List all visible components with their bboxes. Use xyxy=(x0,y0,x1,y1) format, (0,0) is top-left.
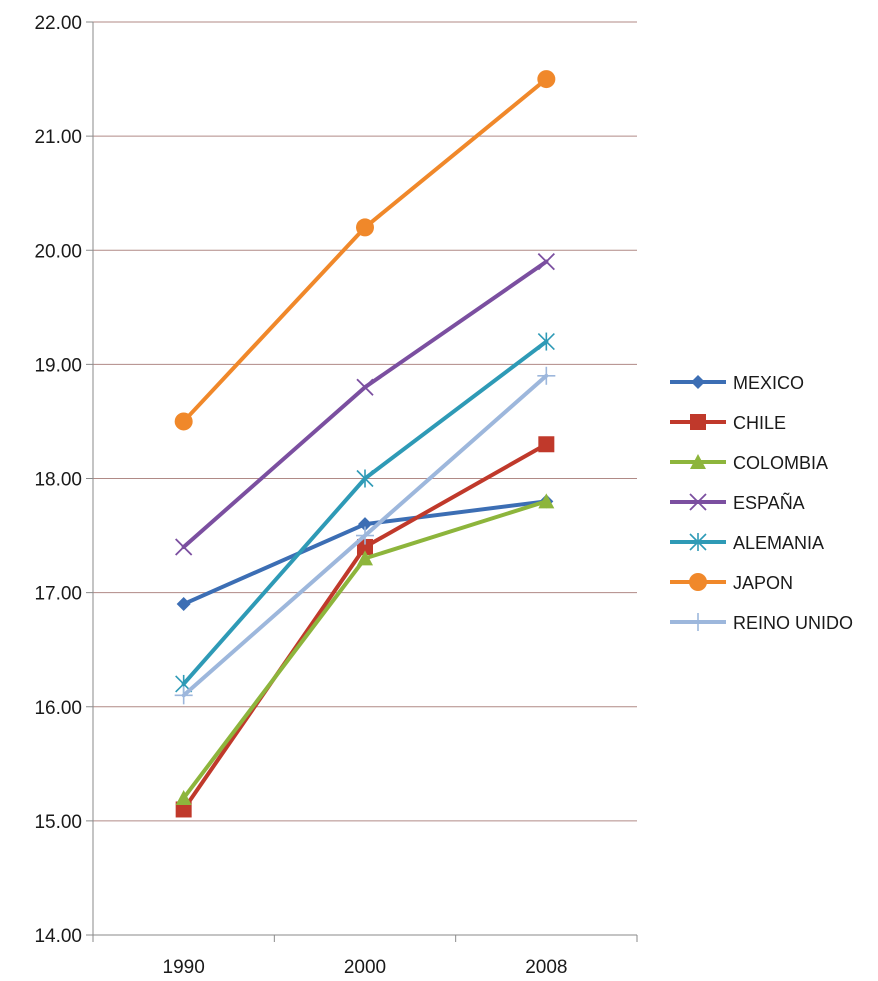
legend-item: JAPON xyxy=(670,573,793,593)
data-point xyxy=(177,597,191,611)
legend-item: COLOMBIA xyxy=(670,453,828,473)
y-tick-label: 20.00 xyxy=(34,241,82,262)
data-point xyxy=(357,379,373,395)
data-point xyxy=(538,436,554,452)
y-tick-label: 18.00 xyxy=(34,470,82,491)
y-tick-label: 19.00 xyxy=(34,355,82,376)
legend-marker xyxy=(689,573,707,591)
y-tick-label: 14.00 xyxy=(34,926,82,947)
legend-label: MEXICO xyxy=(733,373,804,393)
legend-marker xyxy=(689,613,707,631)
series-lines xyxy=(175,70,556,817)
legend-marker xyxy=(690,414,706,430)
series-line xyxy=(184,262,547,547)
y-tick-label: 17.00 xyxy=(34,584,82,605)
series-line xyxy=(184,342,547,684)
data-point xyxy=(176,539,192,555)
y-tick-label: 16.00 xyxy=(34,698,82,719)
legend-label: JAPON xyxy=(733,573,793,593)
legend-label: CHILE xyxy=(733,413,786,433)
legend-label: REINO UNIDO xyxy=(733,613,853,633)
series-españa xyxy=(176,254,555,555)
legend-item: MEXICO xyxy=(670,373,804,393)
legend-item: REINO UNIDO xyxy=(670,613,853,633)
legend-item: CHILE xyxy=(670,413,786,433)
x-tick-label: 1990 xyxy=(163,957,205,978)
legend-label: COLOMBIA xyxy=(733,453,828,473)
y-tick-label: 21.00 xyxy=(34,127,82,148)
data-point xyxy=(537,70,555,88)
y-tick-labels: 14.00 15.00 16.00 17.00 18.00 19.00 20.00 21.00… xyxy=(34,13,82,947)
legend-label: ESPAÑA xyxy=(733,492,805,513)
series-reino-unido xyxy=(175,367,556,705)
x-tick-label: 2000 xyxy=(344,957,386,978)
data-point xyxy=(538,254,554,270)
legend-item: ALEMANIA xyxy=(670,533,824,553)
legend-marker xyxy=(691,375,705,389)
x-tick-labels: 1990 2000 2008 xyxy=(163,957,568,978)
y-tick-label: 22.00 xyxy=(34,13,82,34)
data-point xyxy=(356,218,374,236)
data-point xyxy=(175,412,193,430)
x-tick-label: 2008 xyxy=(525,957,567,978)
legend-label: ALEMANIA xyxy=(733,533,824,553)
legend-item: ESPAÑA xyxy=(670,492,805,513)
y-tick-label: 15.00 xyxy=(34,812,82,833)
legend: MEXICO CHILE COLOMBIA ESPAÑA ALEMANIA JAPON RE… xyxy=(670,373,853,633)
data-point xyxy=(538,333,554,351)
